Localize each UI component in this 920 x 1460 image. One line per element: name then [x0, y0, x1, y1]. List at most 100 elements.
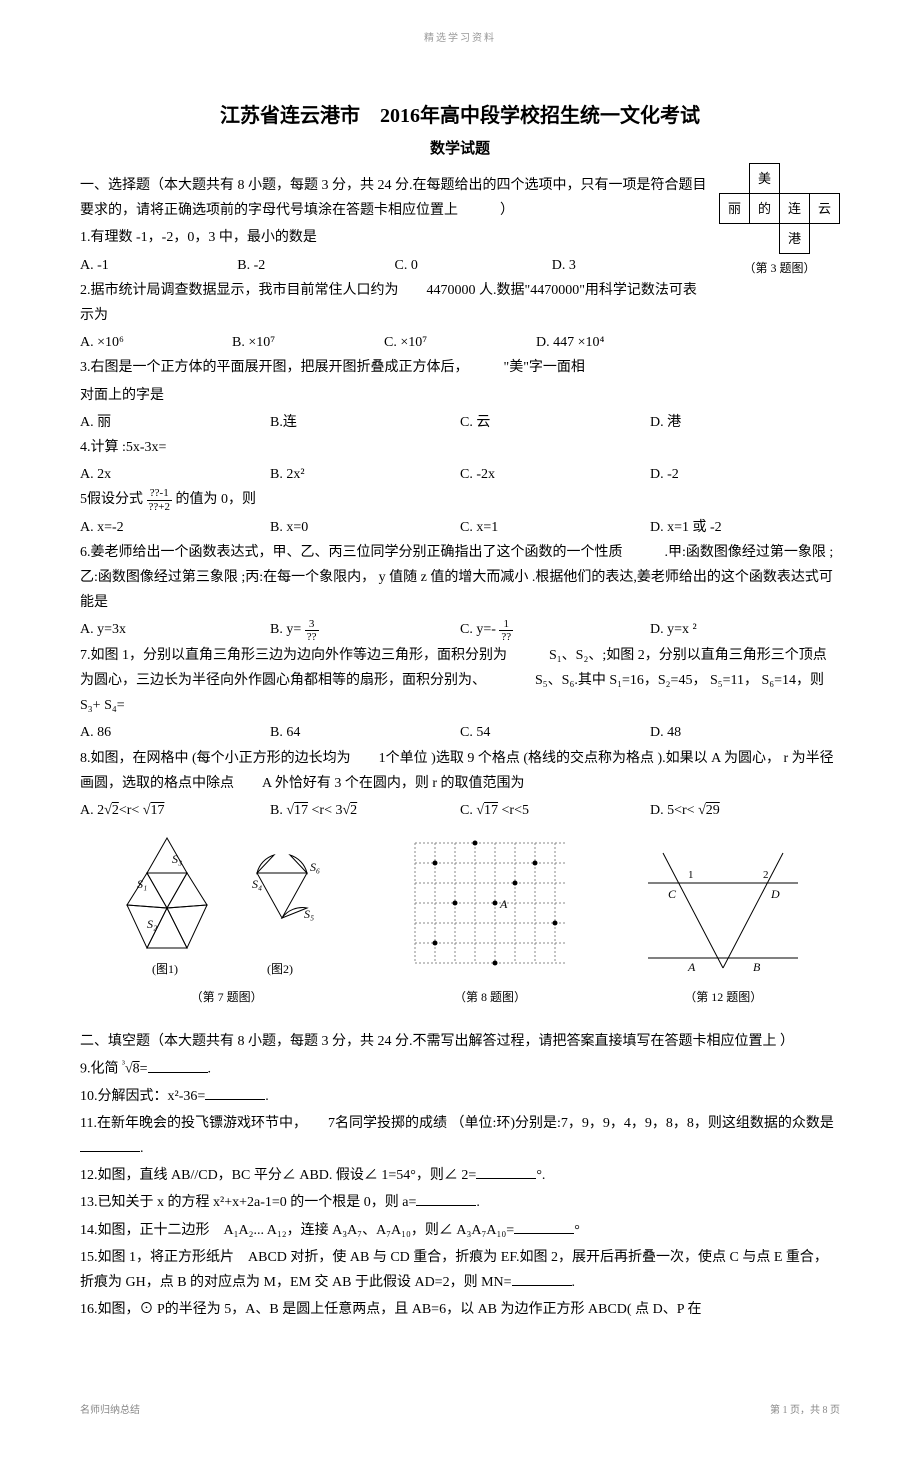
q8-opt-a: A. 2√2<r< √17 — [80, 798, 270, 823]
q5-frac-den: ??+2 — [147, 501, 172, 513]
q2-opt-d: D. 447 ×10⁴ — [536, 330, 688, 355]
q9-pre: 9.化简 — [80, 1062, 122, 1077]
svg-text:S₆: S₆ — [310, 860, 320, 874]
main-title: 江苏省连云港市 2016年高中段学校招生统一文化考试 — [80, 98, 840, 134]
svg-text:(图2): (图2) — [267, 962, 293, 976]
q6c-den: ?? — [499, 631, 513, 643]
figure-3-caption: （第 3 题图） — [719, 258, 840, 280]
net-cell: 港 — [780, 224, 810, 254]
q4-opt-d: D. -2 — [650, 462, 840, 487]
q6c-num: 1 — [499, 618, 513, 631]
svg-text:S₃: S₃ — [172, 852, 182, 866]
net-cell: 美 — [750, 164, 780, 194]
q11-inner: 11.在新年晚会的投飞镖游戏环节中， 7名同学投掷的成绩 （单位:环)分别是:7… — [80, 1116, 834, 1131]
q7-opt-a: A. 86 — [80, 720, 270, 745]
q13-inner: 13.已知关于 x 的方程 x²+x+2a-1=0 的一个根是 0，则 a= — [80, 1195, 416, 1210]
q12-inner: 12.如图，直线 AB//CD，BC 平分∠ ABD. 假设∠ 1=54°，则∠… — [80, 1168, 476, 1183]
q8b-pre: B. — [270, 803, 286, 818]
q7-opt-c: C. 54 — [460, 720, 650, 745]
q4-opt-b: B. 2x² — [270, 462, 460, 487]
q4-text: 4.计算 :5x-3x= — [80, 435, 840, 460]
q7-opt-d: D. 48 — [650, 720, 840, 745]
q6-opt-b: B. y= 3?? — [270, 617, 460, 642]
q3-opt-d: D. 港 — [650, 410, 840, 435]
q8c-pre: C. — [460, 803, 476, 818]
q9-root: ³ — [122, 1059, 125, 1070]
net-cell: 丽 — [720, 194, 750, 224]
q2-opt-a: A. ×10⁶ — [80, 330, 232, 355]
q15-inner: 15.如图 1，将正方形纸片 ABCD 对折，使 AB 与 CD 重合，折痕为 … — [80, 1250, 828, 1290]
q1-opt-a: A. -1 — [80, 253, 237, 278]
section2-heading: 二、填空题（本大题共有 8 小题，每题 3 分，共 24 分.不需写出解答过程，… — [80, 1029, 840, 1054]
blank — [476, 1165, 536, 1179]
q5-text: 5假设分式 ??-1??+2 的值为 0，则 — [80, 487, 840, 512]
q8c-sqrt: 17 — [484, 803, 498, 818]
q8-text: 8.如图，在网格中 (每个小正方形的边长均为 1个单位 )选取 9 个格点 (格… — [80, 746, 840, 796]
q1-opt-c: C. 0 — [395, 253, 552, 278]
blank — [514, 1220, 574, 1234]
q7-opt-b: B. 64 — [270, 720, 460, 745]
q3-opt-a: A. 丽 — [80, 410, 270, 435]
q6-text: 6.姜老师给出一个函数表达式，甲、乙、丙三位同学分别正确指出了这个函数的一个性质… — [80, 540, 840, 616]
figure-12: C D A B 1 2 （第 12 题图） — [638, 843, 808, 1009]
figure-3-cube-net: 美 丽的连云 港 （第 3 题图） — [719, 163, 840, 280]
figure-12-caption: （第 12 题图） — [638, 987, 808, 1009]
svg-text:S₄: S₄ — [252, 877, 262, 891]
q6b-num: 3 — [305, 618, 319, 631]
q8b-mid: <r< 3 — [308, 803, 342, 818]
q2-opt-b: B. ×10⁷ — [232, 330, 384, 355]
subtitle: 数学试题 — [80, 136, 840, 163]
svg-text:2: 2 — [763, 869, 769, 881]
svg-text:(图1): (图1) — [152, 962, 178, 976]
q9-text: 9.化简 ³√8=. — [80, 1056, 840, 1082]
q1-opt-d: D. 3 — [552, 253, 709, 278]
q6-opt-c: C. y=- 1?? — [460, 617, 650, 642]
footer-left: 名师归纳总结 — [80, 1402, 140, 1420]
q4-opt-a: A. 2x — [80, 462, 270, 487]
q8a-pre: A. 2 — [80, 803, 104, 818]
blank — [205, 1086, 265, 1100]
footer-right: 第 1 页，共 8 页 — [770, 1402, 840, 1420]
svg-text:D: D — [770, 887, 780, 901]
q5-pre: 5假设分式 — [80, 492, 147, 507]
q5-post: 的值为 0，则 — [175, 492, 256, 507]
q3-opt-c: C. 云 — [460, 410, 650, 435]
q8a-mid: <r< — [119, 803, 143, 818]
q6-opt-a: A. y=3x — [80, 617, 270, 642]
figure-8-caption: （第 8 题图） — [405, 987, 575, 1009]
blank — [416, 1192, 476, 1206]
q10-text: 10.分解因式：x²-36=. — [80, 1084, 840, 1109]
blank — [80, 1138, 140, 1152]
q8d-sqrt: 29 — [706, 803, 720, 818]
q6c-pre: C. y=- — [460, 622, 499, 637]
q5-opt-a: A. x=-2 — [80, 515, 270, 540]
q8c-post: <r<5 — [498, 803, 529, 818]
q16-text: 16.如图，⊙ P的半径为 5，A、B 是圆上任意两点，且 AB=6，以 AB … — [80, 1297, 840, 1322]
svg-text:S₂: S₂ — [147, 917, 157, 931]
q8a-sqrt2: 2 — [112, 803, 119, 818]
q5-frac-num: ??-1 — [147, 487, 172, 500]
q13-text: 13.已知关于 x 的方程 x²+x+2a-1=0 的一个根是 0，则 a=. — [80, 1190, 840, 1215]
q8b-sqrt17: 17 — [294, 803, 308, 818]
q9-post: = — [140, 1062, 148, 1077]
svg-text:A: A — [687, 960, 696, 974]
svg-text:1: 1 — [688, 869, 694, 881]
q5-opt-b: B. x=0 — [270, 515, 460, 540]
blank — [148, 1059, 208, 1073]
top-label: 精选学习资料 — [80, 30, 840, 48]
q2-opt-c: C. ×10⁷ — [384, 330, 536, 355]
q3-text-b: 对面上的字是 — [80, 383, 840, 408]
q14-text: 14.如图，正十二边形 A₁A₂... A₁₂，连接 A₃A₇、A₇A₁₀，则∠… — [80, 1218, 840, 1243]
q8-opt-c: C. √17 <r<5 — [460, 798, 650, 823]
q14-inner: 14.如图，正十二边形 A₁A₂... A₁₂，连接 A₃A₇、A₇A₁₀，则∠… — [80, 1223, 514, 1238]
blank — [512, 1272, 572, 1286]
q8-opt-b: B. √17 <r< 3√2 — [270, 798, 460, 823]
net-cell: 云 — [810, 194, 840, 224]
svg-text:C: C — [668, 887, 677, 901]
q8d-pre: D. 5<r< — [650, 803, 698, 818]
q3-text-a: 3.右图是一个正方体的平面展开图，把展开图折叠成正方体后， "美"字一面相 — [80, 355, 840, 380]
q8-opt-d: D. 5<r< √29 — [650, 798, 840, 823]
svg-text:S₅: S₅ — [304, 907, 314, 921]
q6-opt-d: D. y=x ² — [650, 617, 840, 642]
q8b-sqrt2: 2 — [350, 803, 357, 818]
